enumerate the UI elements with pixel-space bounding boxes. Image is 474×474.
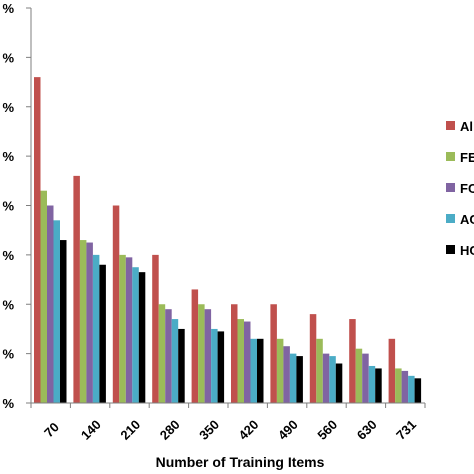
bar-al-731 — [388, 338, 396, 403]
bar-fc-280 — [165, 309, 172, 403]
legend-swatch-fe — [446, 152, 455, 161]
legend-label-fe: FE — [460, 150, 474, 165]
bar-fe-140 — [79, 240, 87, 403]
bar-hc-420 — [257, 338, 264, 403]
bars — [34, 77, 422, 403]
bar-fc-560 — [322, 353, 330, 403]
bar-hc-280 — [178, 328, 185, 403]
bar-ac-350 — [211, 328, 218, 403]
bar-hc-731 — [414, 378, 422, 403]
bar-ac-731 — [408, 375, 415, 403]
legend-swatch-hc — [446, 245, 455, 254]
y-tick-label: % — [2, 50, 14, 65]
bar-hc-70 — [60, 240, 67, 403]
x-tick-label: 490 — [275, 417, 301, 443]
legend-swatch-al — [446, 121, 455, 130]
bar-al-140 — [73, 175, 80, 403]
bar-fc-70 — [47, 205, 54, 403]
bar-al-350 — [191, 289, 199, 403]
bar-hc-490 — [296, 356, 303, 403]
x-tick-label: 280 — [157, 417, 183, 443]
y-tick-label: % — [2, 199, 14, 214]
x-tick-label: 140 — [78, 417, 104, 443]
bar-ac-490 — [289, 353, 297, 403]
bar-fe-350 — [198, 304, 205, 403]
bar-hc-210 — [138, 272, 146, 403]
bar-al-210 — [112, 205, 120, 403]
bar-fe-420 — [237, 319, 244, 403]
bar-ac-630 — [368, 365, 376, 403]
x-tick-label: 70 — [41, 419, 62, 440]
bar-fc-140 — [86, 242, 93, 403]
x-axis-ticks: 70 140 210 280 350 420 490 560 630 731 — [30, 403, 426, 443]
bar-fc-210 — [125, 257, 133, 403]
y-tick-label: % — [2, 1, 14, 16]
legend-swatch-fc — [446, 183, 455, 192]
bar-fc-630 — [362, 353, 369, 403]
bar-al-560 — [309, 314, 317, 403]
bar-ac-560 — [329, 356, 336, 403]
y-axis-ticks: %%%%%%%%% — [2, 1, 31, 411]
y-tick-label: % — [2, 347, 14, 362]
bar-hc-350 — [217, 331, 225, 403]
x-tick-label: 350 — [196, 417, 222, 443]
bar-fc-350 — [204, 309, 212, 403]
bar-al-490 — [270, 304, 277, 403]
x-tick-label: 420 — [236, 417, 262, 443]
y-tick-label: % — [2, 297, 14, 312]
x-tick-label: 560 — [314, 417, 340, 443]
legend: Al FE FC AC HC — [446, 119, 474, 258]
bar-fe-560 — [316, 338, 323, 403]
legend-label-ac: AC — [460, 212, 474, 227]
bar-fe-731 — [395, 368, 402, 403]
bar-ac-280 — [171, 319, 179, 403]
bar-ac-210 — [132, 267, 139, 403]
bar-al-280 — [152, 254, 159, 403]
legend-label-hc: HC — [460, 243, 474, 258]
bar-fe-490 — [276, 338, 284, 403]
bar-ac-70 — [53, 220, 60, 403]
bar-ac-420 — [250, 338, 257, 403]
bar-fe-70 — [40, 190, 47, 403]
legend-label-fc: FC — [460, 181, 474, 196]
x-tick-label: 731 — [393, 417, 419, 443]
bar-fe-630 — [355, 348, 363, 403]
bar-al-630 — [349, 319, 356, 403]
bar-ac-140 — [92, 254, 100, 403]
bar-hc-630 — [375, 368, 382, 403]
bar-fe-280 — [158, 304, 166, 403]
bar-hc-560 — [335, 363, 343, 403]
y-tick-label: % — [2, 248, 14, 263]
bar-al-420 — [231, 304, 238, 403]
bar-fc-490 — [283, 346, 290, 403]
x-tick-label: 210 — [117, 417, 143, 443]
bar-fe-210 — [119, 254, 126, 403]
legend-label-al: Al — [460, 119, 473, 134]
y-tick-label: % — [2, 100, 14, 115]
bar-al-70 — [34, 77, 41, 403]
bar-fc-731 — [401, 370, 409, 403]
legend-swatch-ac — [446, 214, 455, 223]
x-axis-label: Number of Training Items — [156, 454, 325, 470]
x-tick-label: 630 — [354, 417, 380, 443]
bar-hc-140 — [99, 264, 106, 403]
y-tick-label: % — [2, 396, 14, 411]
bar-fc-420 — [244, 321, 251, 403]
y-tick-label: % — [2, 149, 14, 164]
